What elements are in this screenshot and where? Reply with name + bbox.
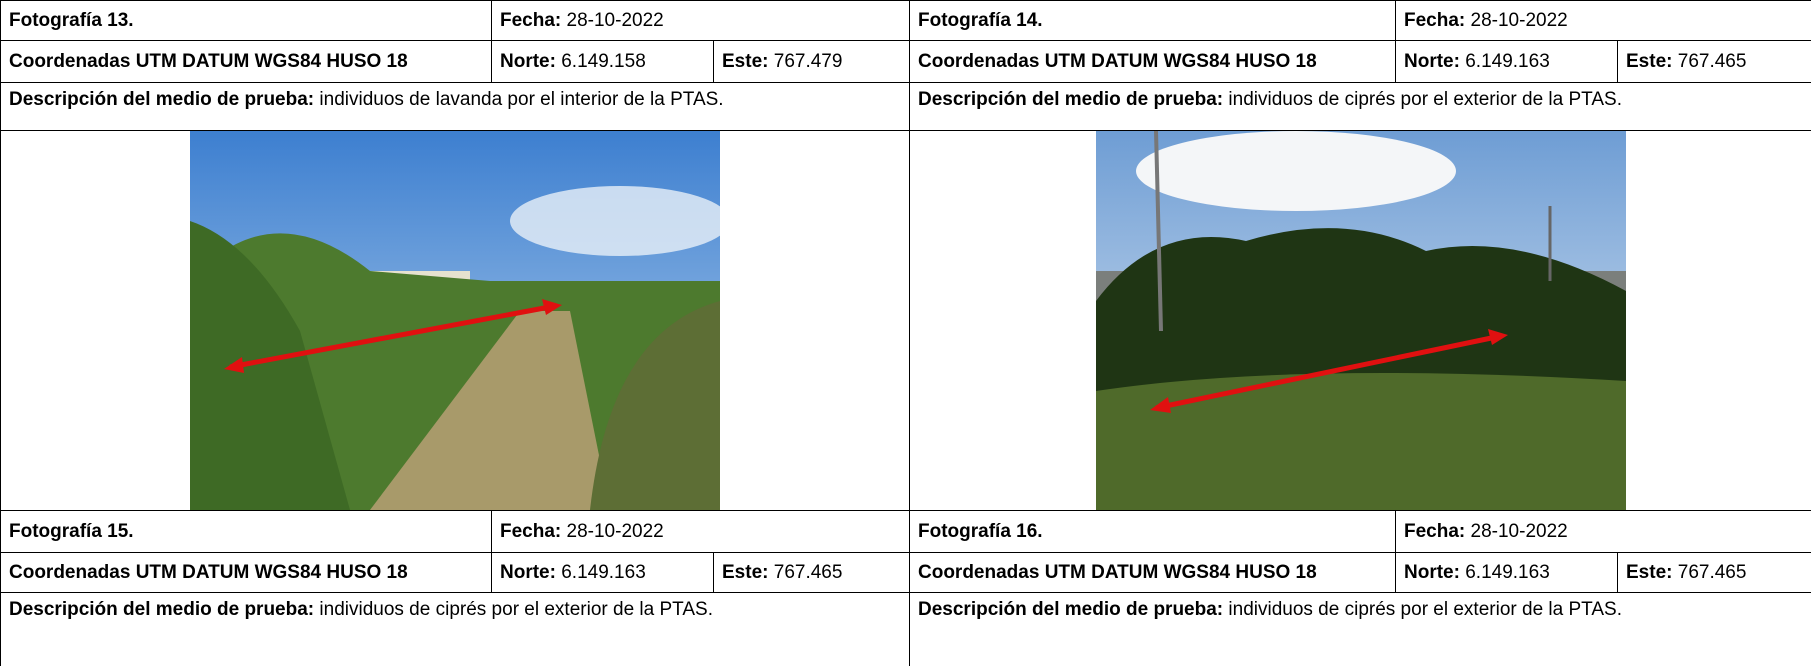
coords-row: Coordenadas UTM DATUM WGS84 HUSO 18 Norte… — [909, 40, 1811, 83]
north-label: Norte: — [500, 50, 556, 72]
title-cell: Fotografía 14. — [909, 0, 1396, 41]
desc-label: Descripción del medio de prueba: — [918, 599, 1224, 620]
east: 767.465 — [773, 561, 843, 583]
coords: Coordenadas UTM DATUM WGS84 HUSO 18 — [9, 561, 408, 583]
photo — [190, 131, 720, 510]
photo-title: Fotografía 14. — [918, 9, 1043, 31]
east-label: Este: — [722, 561, 769, 583]
date: 28-10-2022 — [566, 520, 664, 542]
east: 767.465 — [1677, 50, 1747, 72]
title-cell: Fotografía 16. — [909, 510, 1396, 553]
coords-row: Coordenadas UTM DATUM WGS84 HUSO 18 Norte… — [909, 552, 1811, 593]
north: 6.149.163 — [561, 561, 646, 583]
east-cell: Este: 767.465 — [1616, 552, 1811, 593]
east-label: Este: — [722, 50, 769, 72]
desc-row: Descripción del medio de prueba: individ… — [908, 592, 1811, 666]
north: 6.149.163 — [1465, 561, 1550, 583]
desc: individuos de lavanda por el interior de… — [319, 89, 724, 110]
date-cell: Fecha: 28-10-2022 — [1394, 510, 1811, 553]
date: 28-10-2022 — [566, 9, 664, 31]
date-cell: Fecha: 28-10-2022 — [1394, 0, 1811, 41]
desc-label: Descripción del medio de prueba: — [918, 89, 1224, 110]
east-label: Este: — [1626, 50, 1673, 72]
coords-row: Coordenadas UTM DATUM WGS84 HUSO 18 Norte… — [0, 40, 911, 83]
coords: Coordenadas UTM DATUM WGS84 HUSO 18 — [918, 50, 1317, 72]
title-cell: Fotografía 13. — [0, 0, 492, 41]
desc-row: Descripción del medio de prueba: individ… — [908, 82, 1811, 131]
date-cell: Fecha: 28-10-2022 — [490, 510, 911, 553]
east-cell: Este: 767.479 — [712, 40, 911, 83]
photo-column: Fotografía 13. Fecha: 28-10-2022 Coordenad… — [0, 0, 911, 666]
coords-cell: Coordenadas UTM DATUM WGS84 HUSO 18 — [0, 40, 492, 83]
photo-title: Fotografía 13. — [9, 9, 134, 31]
photo-cell — [0, 130, 911, 511]
date: 28-10-2022 — [1470, 520, 1568, 542]
north-label: Norte: — [500, 561, 556, 583]
coords-cell: Coordenadas UTM DATUM WGS84 HUSO 18 — [0, 552, 492, 593]
north: 6.149.158 — [561, 50, 646, 72]
desc-cell: Descripción del medio de prueba: individ… — [0, 592, 911, 666]
east-cell: Este: 767.465 — [712, 552, 911, 593]
north-cell: Norte: 6.149.163 — [1395, 552, 1618, 593]
photo — [1095, 131, 1626, 510]
east: 767.479 — [773, 50, 843, 72]
desc: individuos de ciprés por el exterior de … — [319, 599, 713, 620]
desc-cell: Descripción del medio de prueba: individ… — [908, 82, 1811, 131]
desc-cell: Descripción del medio de prueba: individ… — [908, 592, 1811, 666]
coords: Coordenadas UTM DATUM WGS84 HUSO 18 — [9, 50, 408, 72]
header-row: Fotografía 13. Fecha: 28-10-2022 — [0, 0, 911, 41]
north-label: Norte: — [1404, 50, 1460, 72]
header-row: Fotografía 15. Fecha: 28-10-2022 — [0, 510, 911, 553]
date-label: Fecha: — [500, 520, 562, 542]
date-label: Fecha: — [500, 9, 562, 31]
desc-label: Descripción del medio de prueba: — [9, 89, 315, 110]
desc-row: Descripción del medio de prueba: individ… — [0, 82, 911, 131]
photo-row — [908, 130, 1811, 511]
north-label: Norte: — [1404, 561, 1460, 583]
desc: individuos de ciprés por el exterior de … — [1228, 89, 1622, 110]
record-table: Fotografía 13. Fecha: 28-10-2022 Coordenad… — [0, 0, 911, 666]
east-label: Este: — [1626, 561, 1673, 583]
photo-cell — [908, 130, 1811, 511]
north-cell: Norte: 6.149.163 — [491, 552, 714, 593]
coords-cell: Coordenadas UTM DATUM WGS84 HUSO 18 — [909, 552, 1396, 593]
date-label: Fecha: — [1404, 520, 1466, 542]
desc-row: Descripción del medio de prueba: individ… — [0, 592, 911, 666]
east: 767.465 — [1677, 561, 1747, 583]
photo-title: Fotografía 15. — [9, 520, 134, 542]
desc: individuos de ciprés por el exterior de … — [1228, 599, 1622, 620]
photo-title: Fotografía 16. — [918, 520, 1043, 542]
date-label: Fecha: — [1404, 9, 1466, 31]
photo-row — [0, 130, 911, 511]
coords-row: Coordenadas UTM DATUM WGS84 HUSO 18 Norte… — [0, 552, 911, 593]
header-row: Fotografía 14. Fecha: 28-10-2022 — [909, 0, 1811, 41]
date-cell: Fecha: 28-10-2022 — [490, 0, 911, 41]
east-cell: Este: 767.465 — [1616, 40, 1811, 83]
title-cell: Fotografía 15. — [0, 510, 492, 553]
header-row: Fotografía 16. Fecha: 28-10-2022 — [909, 510, 1811, 553]
record-table: Fotografía 14. Fecha: 28-10-2022 Coordenad… — [908, 0, 1811, 666]
north-cell: Norte: 6.149.163 — [1395, 40, 1618, 83]
coords-cell: Coordenadas UTM DATUM WGS84 HUSO 18 — [909, 40, 1396, 83]
coords: Coordenadas UTM DATUM WGS84 HUSO 18 — [918, 561, 1317, 583]
north-cell: Norte: 6.149.158 — [491, 40, 714, 83]
desc-cell: Descripción del medio de prueba: individ… — [0, 82, 911, 131]
north: 6.149.163 — [1465, 50, 1550, 72]
desc-label: Descripción del medio de prueba: — [9, 599, 315, 620]
date: 28-10-2022 — [1470, 9, 1568, 31]
photo-column: Fotografía 14. Fecha: 28-10-2022 Coordenad… — [908, 0, 1811, 666]
